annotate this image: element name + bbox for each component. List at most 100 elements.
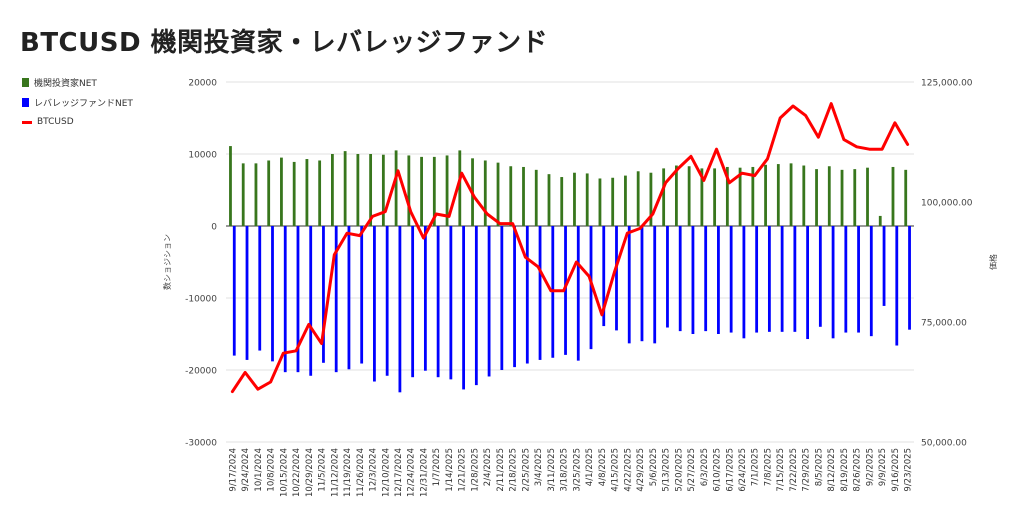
bar-institutional — [292, 161, 296, 226]
bar-institutional — [802, 165, 806, 226]
x-axis-tick-label: 6/10/2025 — [713, 448, 723, 492]
bar-leveraged — [322, 226, 325, 363]
bar-institutional — [573, 172, 576, 226]
legend-item-leveraged: レバレッジファンドNET — [22, 92, 133, 112]
right-axis-tick-label: 125,000.00 — [921, 79, 973, 89]
bar-institutional — [764, 164, 767, 226]
bar-institutional — [318, 160, 322, 226]
bar-institutional — [649, 172, 653, 226]
bar-leveraged — [283, 226, 287, 373]
x-axis-tick-label: 2/18/2025 — [509, 448, 519, 492]
bar-leveraged — [398, 226, 402, 393]
bar-leveraged — [449, 226, 453, 380]
bar-leveraged — [755, 226, 759, 333]
x-axis-tick-label: 5/13/2025 — [662, 448, 672, 492]
x-axis-tick-label: 11/12/2024 — [330, 448, 340, 497]
bar-institutional — [636, 171, 640, 226]
bar-leveraged — [857, 226, 860, 333]
bar-leveraged — [296, 226, 300, 373]
x-axis-tick-label: 4/29/2025 — [636, 448, 646, 492]
bar-leveraged — [767, 226, 771, 332]
bar-institutional — [853, 169, 857, 226]
legend-swatch-leveraged — [22, 97, 29, 107]
bar-leveraged — [576, 226, 580, 361]
bar-leveraged — [411, 226, 415, 378]
bar-institutional — [534, 169, 538, 226]
x-axis-tick-label: 6/17/2025 — [725, 448, 735, 492]
x-axis-tick-label: 4/1/2025 — [585, 448, 595, 486]
x-axis-tick-label: 1/28/2025 — [470, 448, 480, 492]
bar-leveraged — [691, 226, 695, 334]
bar-institutional — [241, 163, 245, 226]
bar-leveraged — [869, 226, 873, 337]
bar-leveraged — [780, 226, 784, 332]
bar-institutional — [547, 174, 551, 226]
bar-leveraged — [793, 226, 797, 332]
bar-institutional — [904, 169, 908, 226]
left-axis-title: 数ショジション — [162, 234, 172, 290]
x-axis-tick-label: 3/25/2025 — [572, 448, 582, 492]
x-axis-tick-label: 11/19/2024 — [343, 448, 353, 497]
legend-swatch-btcusd — [22, 120, 32, 124]
right-axis-tick-label: 100,000.00 — [921, 199, 973, 209]
x-axis-tick-label: 5/20/2025 — [674, 448, 684, 492]
legend-item-institutional: 機関投資家NET — [22, 72, 133, 92]
x-axis-tick-label: 10/29/2024 — [305, 448, 315, 497]
bar-leveraged — [589, 226, 593, 350]
x-axis-tick-label: 12/31/2024 — [420, 448, 430, 497]
bar-leveraged — [474, 226, 478, 386]
bar-leveraged — [742, 226, 746, 339]
bar-institutional — [496, 162, 500, 226]
bar-institutional — [751, 166, 755, 226]
line-btcusd — [230, 102, 910, 394]
right-axis-tick-label: 75,000.00 — [921, 319, 967, 329]
legend-label-btcusd: BTCUSD — [37, 117, 74, 127]
bar-leveraged — [245, 226, 249, 360]
bar-leveraged — [564, 226, 567, 355]
x-axis-tick-label: 1/14/2025 — [445, 448, 455, 492]
x-axis-tick-label: 9/23/2025 — [904, 448, 914, 492]
x-axis-tick-label: 6/3/2025 — [700, 448, 710, 486]
bar-leveraged — [882, 226, 886, 306]
x-axis-tick-label: 7/1/2025 — [751, 448, 761, 486]
x-axis-tick-label: 5/27/2025 — [687, 448, 697, 492]
x-axis-tick-label: 1/7/2025 — [432, 448, 442, 486]
bar-leveraged — [908, 226, 911, 330]
bar-leveraged — [513, 226, 516, 368]
bar-leveraged — [309, 226, 313, 376]
x-axis-tick-label: 9/16/2025 — [891, 448, 901, 492]
bar-leveraged — [373, 226, 376, 382]
legend-item-btcusd: BTCUSD — [22, 112, 133, 132]
bar-leveraged — [806, 226, 810, 340]
bar-leveraged — [627, 226, 631, 344]
x-axis-tick-label: 9/17/2024 — [228, 448, 238, 492]
bar-leveraged — [895, 226, 899, 346]
bar-leveraged — [258, 226, 262, 351]
bar-institutional — [280, 157, 283, 226]
right-axis-tick-label: 50,000.00 — [921, 439, 967, 449]
bar-leveraged — [538, 226, 542, 360]
bar-leveraged — [347, 226, 351, 370]
x-axis-tick-label: 3/11/2025 — [547, 448, 557, 492]
bar-leveraged — [423, 226, 427, 371]
x-axis-tick-label: 12/3/2024 — [369, 448, 379, 492]
bar-leveraged — [653, 226, 657, 344]
chart-title: BTCUSD 機関投資家・レバレッジファンド — [20, 28, 549, 58]
x-axis-tick-label: 10/22/2024 — [292, 448, 302, 497]
bar-institutional — [254, 163, 258, 226]
bar-institutional — [560, 177, 564, 226]
bar-leveraged — [385, 226, 389, 376]
bar-leveraged — [831, 226, 835, 339]
bar-leveraged — [525, 226, 529, 364]
bar-institutional — [662, 168, 666, 226]
x-axis-tick-label: 2/11/2025 — [496, 448, 506, 492]
bar-leveraged — [678, 226, 682, 332]
x-axis-tick-label: 8/19/2025 — [840, 448, 850, 492]
bar-leveraged — [232, 226, 236, 356]
x-axis-tick-label: 12/10/2024 — [381, 448, 391, 497]
bar-institutional — [394, 150, 398, 226]
x-axis-tick-label: 12/24/2024 — [407, 448, 417, 497]
bar-leveraged — [334, 226, 338, 373]
bar-leveraged — [271, 226, 274, 362]
